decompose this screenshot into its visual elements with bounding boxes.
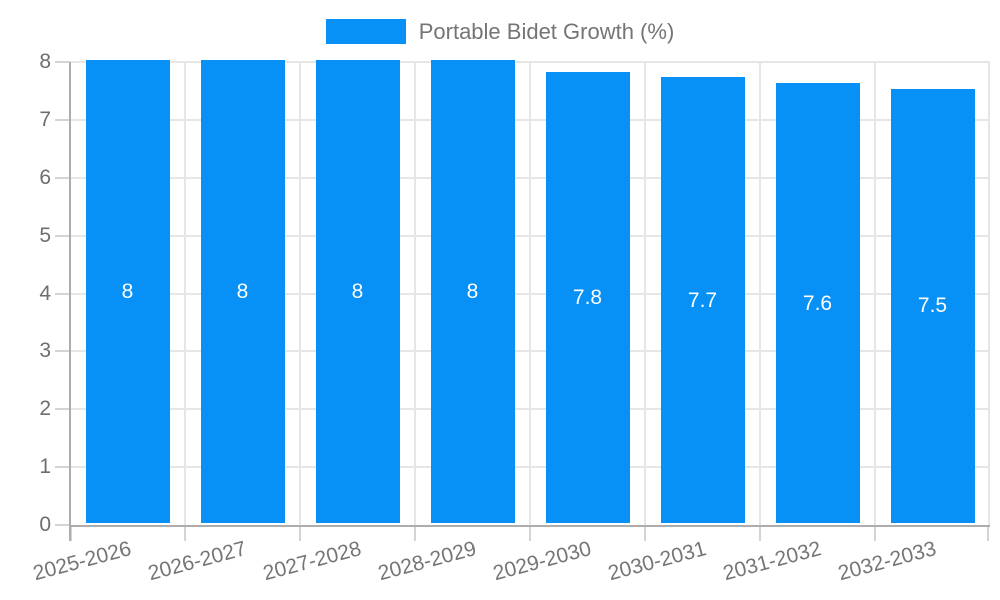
- x-tick-mark: [529, 525, 531, 541]
- y-axis-label: 4: [39, 281, 51, 305]
- y-tick-mark: [55, 466, 70, 469]
- category-boundary-gridline: [988, 62, 990, 525]
- bar[interactable]: 8: [315, 60, 400, 523]
- x-tick-mark: [414, 525, 416, 541]
- bar-value-label: 7.6: [802, 291, 833, 315]
- category-boundary-gridline: [759, 62, 761, 525]
- category-boundary-gridline: [874, 62, 876, 525]
- y-axis-label: 6: [39, 165, 51, 189]
- x-tick-mark: [184, 525, 186, 541]
- bar-value-label: 7.8: [572, 285, 603, 309]
- y-tick-mark: [55, 408, 70, 411]
- bar-value-label: 8: [121, 280, 134, 303]
- y-tick-mark: [55, 292, 70, 295]
- x-tick-mark: [874, 525, 876, 541]
- legend-label: Portable Bidet Growth (%): [418, 19, 675, 44]
- y-tick-mark: [55, 176, 70, 179]
- x-tick-mark: [644, 525, 646, 541]
- y-tick-mark: [55, 524, 70, 526]
- x-tick-mark: [299, 525, 301, 541]
- x-axis-label: 2025-2026: [30, 537, 134, 586]
- bar[interactable]: 8: [85, 60, 170, 523]
- bar-value-label: 8: [466, 280, 479, 303]
- x-axis-label: 2027-2028: [260, 537, 364, 586]
- bar[interactable]: 7.5: [890, 88, 975, 523]
- y-axis-label: 7: [39, 107, 51, 131]
- legend-swatch: [325, 19, 406, 44]
- bar[interactable]: 8: [200, 60, 285, 523]
- category-boundary-gridline: [299, 62, 301, 525]
- bar-value-label: 7.5: [917, 294, 948, 318]
- bar[interactable]: 7.8: [545, 71, 630, 523]
- y-axis-label: 5: [39, 223, 51, 247]
- x-tick-mark: [987, 525, 989, 541]
- x-tick-mark: [70, 525, 72, 541]
- bar[interactable]: 8: [430, 60, 515, 523]
- y-tick-mark: [55, 61, 70, 63]
- bar-value-label: 8: [351, 280, 364, 303]
- x-axis-label: 2026-2027: [145, 537, 249, 586]
- y-axis-label: 1: [39, 455, 51, 479]
- bar[interactable]: 7.7: [660, 77, 745, 523]
- x-axis-label: 2029-2030: [490, 537, 594, 586]
- y-axis-label: 2: [39, 397, 51, 421]
- x-axis-label: 2031-2032: [720, 537, 824, 586]
- y-axis-line: [69, 62, 71, 541]
- bar-value-label: 7.7: [687, 288, 718, 312]
- x-axis-label: 2028-2029: [375, 537, 479, 586]
- category-boundary-gridline: [414, 62, 416, 525]
- legend[interactable]: Portable Bidet Growth (%): [0, 19, 1000, 44]
- x-axis-baseline: [70, 525, 990, 527]
- plot-area: 8 8 8 8 7.8 7.7 7.6 7.5: [55, 60, 990, 541]
- y-tick-mark: [55, 350, 70, 353]
- y-tick-mark: [55, 234, 70, 237]
- y-tick-mark: [55, 118, 70, 121]
- y-axis-label: 0: [39, 513, 51, 536]
- bar[interactable]: 7.6: [775, 83, 860, 523]
- bar-value-label: 8: [236, 280, 249, 303]
- category-boundary-gridline: [529, 62, 531, 525]
- y-axis-label: 8: [39, 50, 51, 73]
- x-tick-mark: [759, 525, 761, 541]
- x-axis-label: 2032-2033: [835, 537, 939, 586]
- category-boundary-gridline: [644, 62, 646, 525]
- y-axis-label: 3: [39, 339, 51, 363]
- x-axis-label: 2030-2031: [605, 537, 709, 586]
- category-boundary-gridline: [184, 62, 186, 525]
